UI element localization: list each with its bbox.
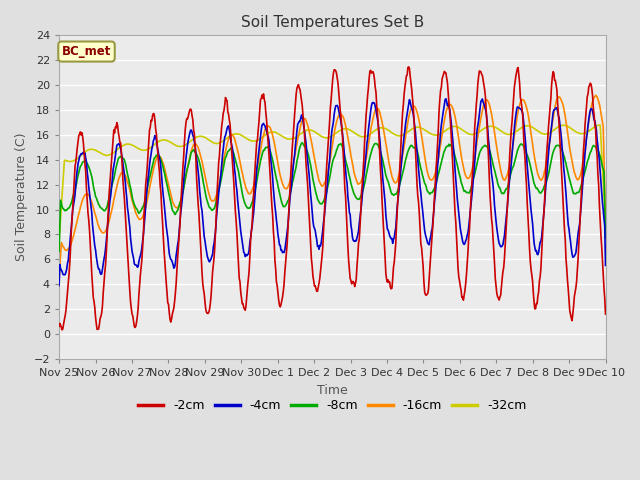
- -2cm: [58, 327, 66, 333]
- -32cm: [177, 144, 184, 149]
- X-axis label: Time: Time: [317, 384, 348, 396]
- -4cm: [205, 259, 213, 265]
- -16cm: [65, 245, 73, 251]
- -8cm: [65, 205, 73, 211]
- -2cm: [207, 301, 214, 307]
- -8cm: [399, 168, 407, 173]
- Line: -32cm: -32cm: [59, 125, 605, 240]
- -2cm: [55, 324, 63, 329]
- -8cm: [415, 158, 423, 164]
- Line: -4cm: -4cm: [59, 99, 605, 286]
- -2cm: [405, 64, 413, 70]
- -2cm: [66, 261, 74, 267]
- -16cm: [399, 153, 406, 158]
- -4cm: [177, 210, 184, 216]
- Line: -8cm: -8cm: [59, 143, 605, 252]
- -16cm: [602, 217, 609, 223]
- -8cm: [205, 205, 213, 211]
- -16cm: [592, 93, 600, 98]
- -4cm: [415, 167, 422, 172]
- -32cm: [65, 158, 73, 164]
- Line: -16cm: -16cm: [59, 96, 605, 280]
- -4cm: [122, 178, 129, 184]
- Legend: -2cm, -4cm, -8cm, -16cm, -32cm: -2cm, -4cm, -8cm, -16cm, -32cm: [133, 395, 531, 418]
- -4cm: [399, 148, 406, 154]
- -2cm: [416, 226, 424, 231]
- -2cm: [399, 102, 407, 108]
- -16cm: [55, 277, 63, 283]
- -4cm: [55, 283, 63, 288]
- -32cm: [596, 122, 604, 128]
- -2cm: [602, 311, 609, 317]
- Text: BC_met: BC_met: [62, 45, 111, 58]
- Line: -2cm: -2cm: [59, 67, 605, 330]
- -8cm: [602, 235, 609, 241]
- -4cm: [65, 249, 73, 255]
- -32cm: [122, 142, 129, 147]
- -4cm: [442, 96, 450, 102]
- Title: Soil Temperatures Set B: Soil Temperatures Set B: [241, 15, 424, 30]
- -8cm: [177, 199, 184, 204]
- Y-axis label: Soil Temperature (C): Soil Temperature (C): [15, 133, 28, 262]
- -8cm: [55, 249, 63, 254]
- -32cm: [55, 238, 63, 243]
- -2cm: [122, 224, 130, 229]
- -16cm: [122, 172, 129, 178]
- -4cm: [602, 263, 609, 268]
- -32cm: [205, 137, 213, 143]
- -32cm: [399, 132, 406, 138]
- -32cm: [415, 124, 422, 130]
- -16cm: [415, 115, 422, 121]
- -2cm: [177, 190, 185, 196]
- -32cm: [602, 220, 609, 226]
- -8cm: [122, 160, 129, 166]
- -8cm: [298, 140, 306, 145]
- -16cm: [205, 193, 213, 199]
- -16cm: [177, 198, 184, 204]
